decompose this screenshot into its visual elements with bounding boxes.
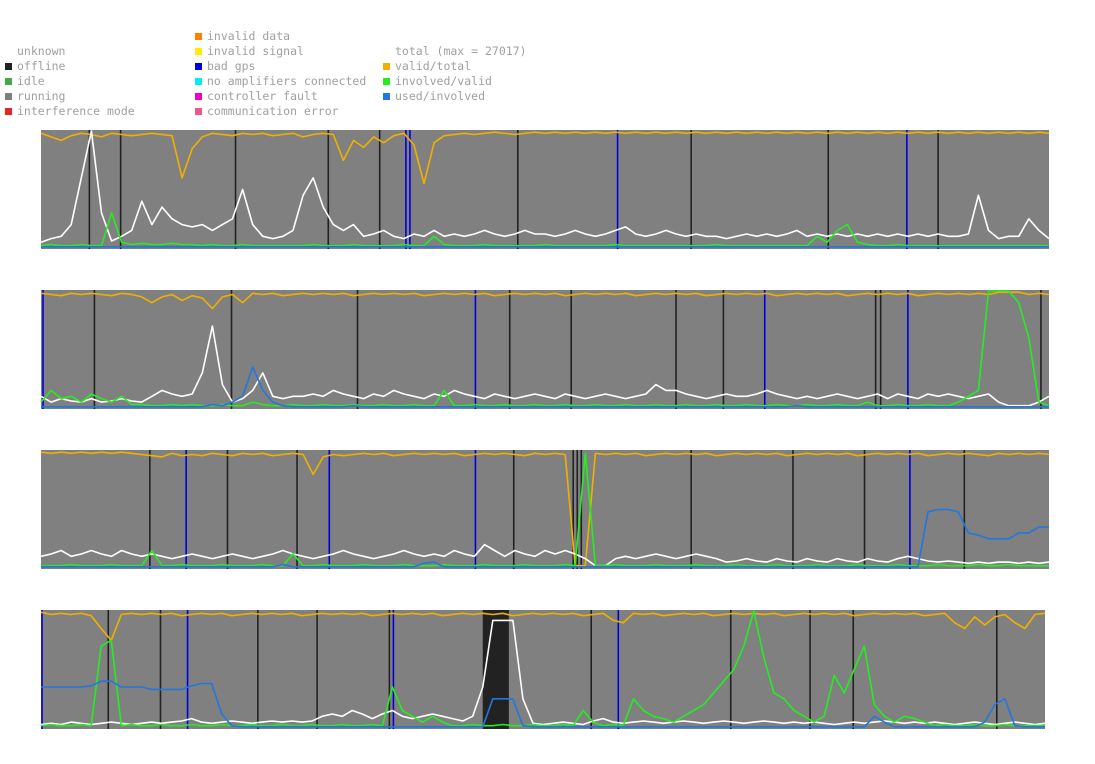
legend-label: interference mode [17, 104, 135, 118]
legend-label: invalid signal [207, 44, 304, 58]
legend-label: communication error [207, 104, 339, 118]
legend-swatch [5, 93, 12, 100]
involved-valid-line [41, 452, 1049, 567]
legend-swatch [195, 48, 202, 55]
legend-label: involved/valid [395, 74, 492, 88]
legend-swatch [195, 63, 202, 70]
legend-swatch [5, 108, 12, 115]
legend-swatch [383, 93, 390, 100]
total-line [40, 619, 1046, 726]
legend-label: running [17, 89, 66, 103]
legend-swatch [383, 48, 390, 55]
valid-total-line [40, 611, 1046, 642]
strip-2 [40, 290, 1050, 409]
legend-label: valid/total [395, 59, 472, 73]
strip-3 [40, 450, 1050, 569]
valid-total-line [40, 131, 1050, 185]
offline-span [482, 610, 509, 729]
involved-valid-line [40, 212, 1049, 247]
legend-label: used/involved [395, 89, 486, 103]
legend-swatch [5, 48, 12, 55]
legend-label: idle [17, 74, 45, 88]
total-line [40, 130, 1050, 243]
running-background [41, 290, 1049, 409]
legend-swatch [195, 78, 202, 85]
running-background [41, 450, 1049, 569]
legend-label: bad gps [207, 59, 256, 73]
running-background [41, 610, 1045, 729]
valid-total-line [40, 451, 1050, 567]
legend-label: invalid data [207, 29, 291, 43]
total-line [40, 325, 1050, 407]
used-involved-line [41, 508, 1049, 568]
valid-total-line [40, 291, 1050, 310]
legend-label: total (max = 27017) [395, 44, 527, 58]
legend-swatch [195, 33, 202, 40]
used-involved-line [41, 366, 1049, 408]
involved-valid-line [40, 610, 1045, 727]
legend-label: controller fault [207, 89, 318, 103]
used-involved-line [41, 680, 1045, 728]
strip-4 [40, 610, 1046, 729]
legend-swatch [5, 78, 12, 85]
legend-swatch [195, 93, 202, 100]
legend-swatch [383, 63, 390, 70]
legend-label: no amplifiers connected [207, 74, 367, 88]
legend-swatch [383, 78, 390, 85]
strip-1 [40, 130, 1050, 249]
total-line [40, 543, 1050, 567]
legend-label: offline [17, 59, 66, 73]
legend-swatch [5, 63, 12, 70]
legend-swatch [195, 108, 202, 115]
legend-label: unknown [17, 44, 66, 58]
